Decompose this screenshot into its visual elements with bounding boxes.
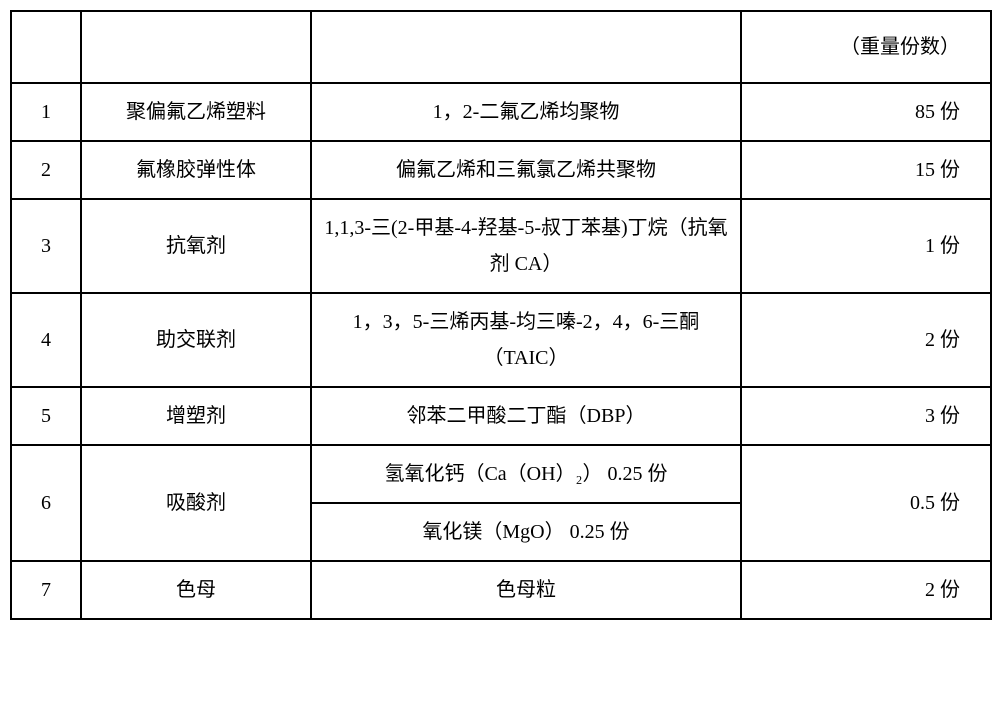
header-desc-empty [311, 11, 741, 83]
row-idx: 6 [11, 445, 81, 561]
row-name: 聚偏氟乙烯塑料 [81, 83, 311, 141]
row-idx: 7 [11, 561, 81, 619]
header-amount-label: （重量份数） [741, 11, 991, 83]
row-desc: 偏氟乙烯和三氟氯乙烯共聚物 [311, 141, 741, 199]
table-row: 5 增塑剂 邻苯二甲酸二丁酯（DBP） 3 份 [11, 387, 991, 445]
row-desc-a: 氢氧化钙（Ca（OH）₂） 0.25 份 [311, 445, 741, 503]
row-idx: 1 [11, 83, 81, 141]
row-desc-b: 氧化镁（MgO） 0.25 份 [311, 503, 741, 561]
row-idx: 4 [11, 293, 81, 387]
row-name: 色母 [81, 561, 311, 619]
row-idx: 3 [11, 199, 81, 293]
table-row: 3 抗氧剂 1,1,3-三(2-甲基-4-羟基-5-叔丁苯基)丁烷（抗氧剂 CA… [11, 199, 991, 293]
row-desc: 1，3，5-三烯丙基-均三嗪-2，4，6-三酮（TAIC） [311, 293, 741, 387]
row-desc: 邻苯二甲酸二丁酯（DBP） [311, 387, 741, 445]
table-row: 4 助交联剂 1，3，5-三烯丙基-均三嗪-2，4，6-三酮（TAIC） 2 份 [11, 293, 991, 387]
row-amount: 1 份 [741, 199, 991, 293]
row-amount: 0.5 份 [741, 445, 991, 561]
row-amount: 2 份 [741, 561, 991, 619]
row-amount: 2 份 [741, 293, 991, 387]
row-desc: 1，2-二氟乙烯均聚物 [311, 83, 741, 141]
table-row: 7 色母 色母粒 2 份 [11, 561, 991, 619]
table-row: 1 聚偏氟乙烯塑料 1，2-二氟乙烯均聚物 85 份 [11, 83, 991, 141]
composition-table: （重量份数） 1 聚偏氟乙烯塑料 1，2-二氟乙烯均聚物 85 份 2 氟橡胶弹… [10, 10, 992, 620]
table-row-merged: 6 吸酸剂 氢氧化钙（Ca（OH）₂） 0.25 份 0.5 份 [11, 445, 991, 503]
header-idx-empty [11, 11, 81, 83]
row-name: 抗氧剂 [81, 199, 311, 293]
row-name: 氟橡胶弹性体 [81, 141, 311, 199]
row-amount: 15 份 [741, 141, 991, 199]
row-idx: 2 [11, 141, 81, 199]
table-header-row: （重量份数） [11, 11, 991, 83]
row-desc: 色母粒 [311, 561, 741, 619]
row-name: 吸酸剂 [81, 445, 311, 561]
row-desc: 1,1,3-三(2-甲基-4-羟基-5-叔丁苯基)丁烷（抗氧剂 CA） [311, 199, 741, 293]
row-idx: 5 [11, 387, 81, 445]
header-name-empty [81, 11, 311, 83]
row-amount: 85 份 [741, 83, 991, 141]
row-name: 助交联剂 [81, 293, 311, 387]
row-name: 增塑剂 [81, 387, 311, 445]
table-row: 2 氟橡胶弹性体 偏氟乙烯和三氟氯乙烯共聚物 15 份 [11, 141, 991, 199]
row-amount: 3 份 [741, 387, 991, 445]
